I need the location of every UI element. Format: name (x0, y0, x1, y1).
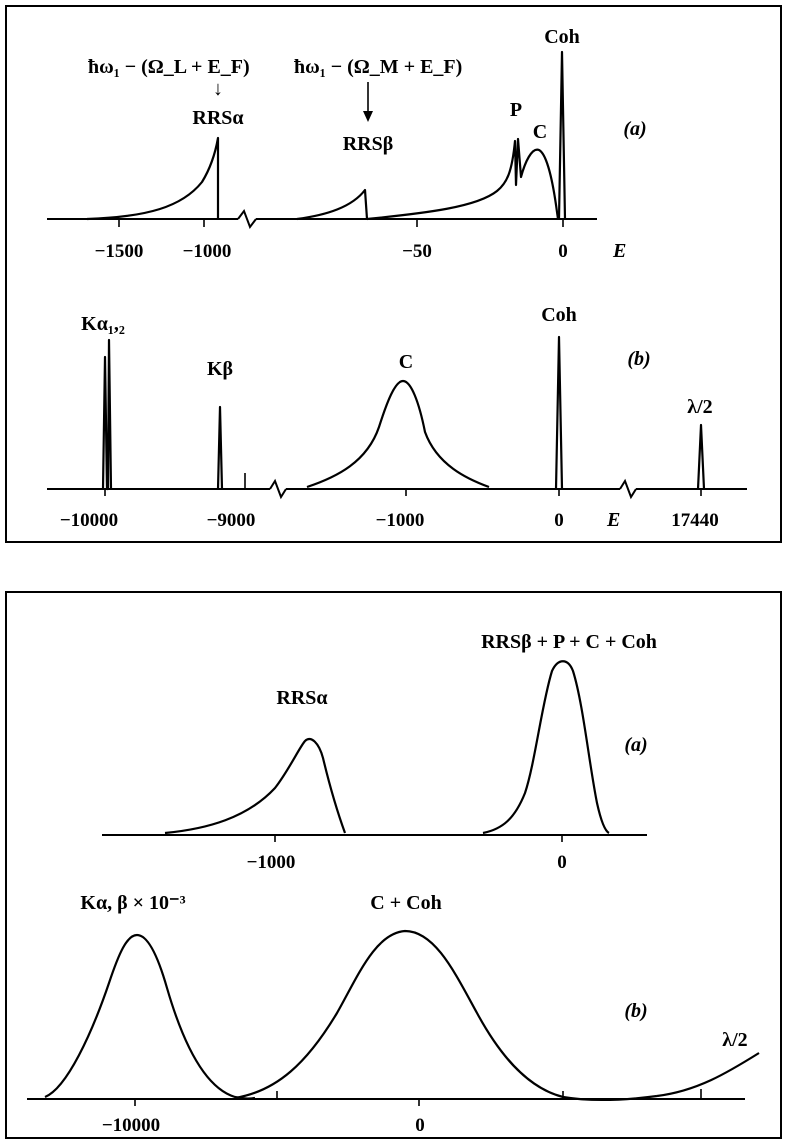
panel-label-2b: (b) (624, 1000, 647, 1022)
panel-label-1b: (b) (627, 348, 650, 370)
label-c-1a: C (533, 121, 547, 143)
label-c-coh-2b: C + Coh (370, 892, 441, 914)
label-sum-2a: RRSβ + P + C + Coh (481, 631, 657, 653)
tick-label-1b-0: −10000 (60, 510, 118, 531)
peak-k-beta (216, 405, 224, 490)
label-rrs-alpha: RRSα (192, 107, 243, 129)
tick-label-2b-0: −10000 (102, 1115, 160, 1136)
label-coh-1b: Coh (541, 304, 577, 326)
figure-1-panel: −1500 −1000 −50 0 E ħω₁ − (Ω_L + E_F) ħω… (5, 5, 782, 543)
axis-break-1b-1 (269, 478, 287, 500)
axis-break-1b-2 (619, 478, 637, 500)
panel-label-1a: (a) (623, 118, 646, 140)
curve-k-broad (44, 933, 256, 1100)
tick-label-2a-1: 0 (557, 852, 567, 873)
peak-coh-1b (554, 335, 564, 490)
curve-rrs-beta (296, 188, 369, 221)
tick-label-1a-2: −50 (402, 241, 432, 262)
label-k-beta: Kβ (207, 358, 233, 380)
curve-rrs-alpha (86, 136, 220, 221)
tick-label-1a-3: 0 (558, 241, 568, 262)
label-k-2b: Kα, β × 10⁻³ (80, 892, 185, 914)
label-half-lambda-2b: λ/2 (722, 1029, 747, 1051)
axis-break-1a (237, 208, 257, 230)
xlabel-1b: E (606, 509, 620, 531)
label-k-alpha: Kα₁,₂ (81, 313, 125, 335)
panel-label-2a: (a) (624, 734, 647, 756)
tick-label-2a-0: −1000 (247, 852, 296, 873)
tick-label-1b-3: 0 (554, 510, 564, 531)
figure-2-panel: −1000 0 RRSα RRSβ + P + C + Coh (a) −100… (5, 591, 782, 1139)
label-rrs-alpha-2a: RRSα (276, 687, 327, 709)
curve-rrs-alpha-broad (164, 737, 347, 835)
peak-k-alpha (101, 338, 113, 491)
figure-1-svg: −1500 −1000 −50 0 E ħω₁ − (Ω_L + E_F) ħω… (47, 26, 747, 531)
formula-alpha: ħω₁ − (Ω_L + E_F) (88, 56, 250, 78)
tick-label-1a-0: −1500 (95, 241, 144, 262)
peak-c-1b (306, 379, 490, 489)
tick-label-1b-1: −9000 (207, 510, 256, 531)
curve-sum-broad (482, 660, 610, 835)
arrow-beta-head (363, 111, 373, 122)
curve-half-lambda-tail (656, 1052, 760, 1098)
label-p: P (510, 99, 522, 121)
label-half-lambda-1b: λ/2 (687, 396, 712, 418)
formula-beta: ħω₁ − (Ω_M + E_F) (294, 56, 462, 78)
label-c-1b: C (399, 351, 413, 373)
tick-label-1b-2: −1000 (376, 510, 425, 531)
curve-p-c (366, 137, 560, 221)
peak-half-lambda (696, 423, 706, 490)
tick-label-2b-1: 0 (415, 1115, 425, 1136)
tick-label-1b-4: 17440 (671, 510, 719, 531)
curve-coh (557, 50, 567, 220)
tick-label-1a-1: −1000 (183, 241, 232, 262)
label-rrs-beta: RRSβ (343, 133, 394, 155)
arrow-alpha: ↓ (213, 78, 223, 100)
label-coh-1a: Coh (544, 26, 580, 48)
xlabel-1a: E (612, 240, 626, 262)
curve-c-coh-broad (234, 929, 658, 1101)
figure-2-svg: −1000 0 RRSα RRSβ + P + C + Coh (a) −100… (27, 631, 760, 1136)
